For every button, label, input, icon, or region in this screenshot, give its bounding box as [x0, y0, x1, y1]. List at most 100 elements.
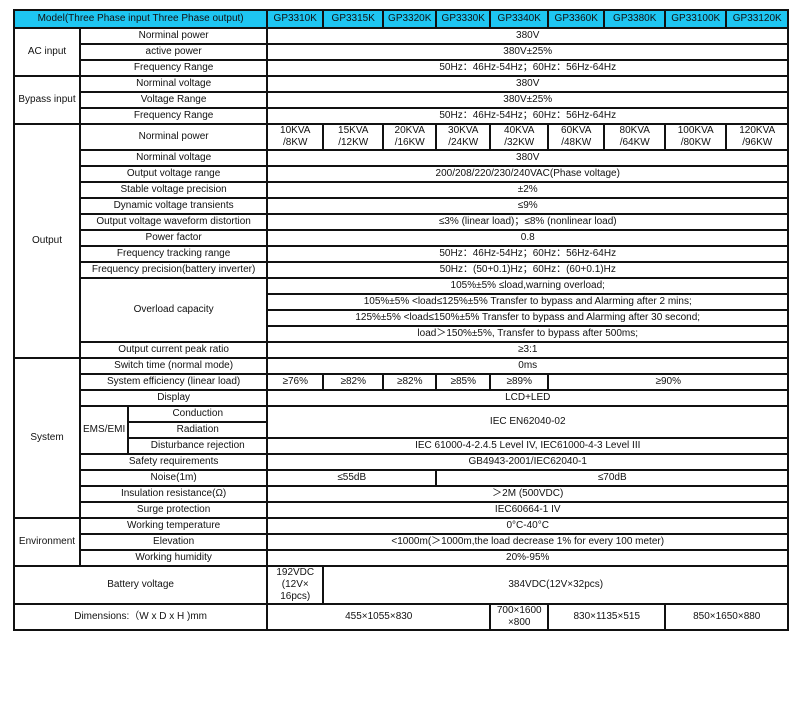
spec-value: ≥85% [435, 373, 492, 391]
spec-label: Dynamic voltage transients [78, 197, 269, 215]
spec-label: Noise(1m) [78, 469, 269, 487]
spec-label: Power factor [78, 229, 269, 247]
spec-label: Norminal voltage [78, 75, 269, 93]
model-column-header: GP3315K [322, 9, 385, 29]
spec-label: Output current peak ratio [78, 341, 269, 359]
table-row: Safety requirements GB4943-2001/IEC62040-… [14, 453, 790, 471]
spec-value: 200/208/220/230/240VAC(Phase voltage) [266, 165, 790, 183]
spec-label: 105%±5% <load≤125%±5% Transfer to bypass… [266, 293, 790, 311]
spec-value: 100KVA /80KW [664, 123, 728, 151]
spec-value: ≥3:1 [266, 341, 790, 359]
spec-value: 0ms [266, 357, 790, 375]
table-row: Voltage Range 380V±25% [14, 91, 790, 109]
section-label: System [13, 357, 81, 519]
table-row: System Switch time (normal mode) 0ms [13, 357, 790, 519]
model-column-header: GP3330K [435, 9, 492, 29]
table-row: 125%±5% <load≤150%±5% Transfer to bypass… [14, 309, 790, 327]
table-row: load＞150%±5%, Transfer to bypass after 5… [14, 325, 790, 343]
table-row: Frequency precision(battery inverter) 50H… [14, 261, 790, 279]
model-column-header: GP3310K [266, 9, 325, 29]
spec-value: IEC60664-1 IV [266, 501, 790, 519]
spec-label: Stable voltage precision [78, 181, 269, 199]
spec-value: 15KVA /12KW [322, 123, 385, 151]
spec-value: 455×1055×830 [266, 603, 492, 631]
spec-value: IEC EN62040-02 [266, 405, 790, 439]
spec-value: 105%±5% ≤load,warning overload; [266, 277, 790, 295]
table-row: Surge protection IEC60664-1 IV [14, 501, 790, 519]
table-row: Output current peak ratio ≥3:1 [14, 341, 790, 359]
table-row: Stable voltage precision ±2% [14, 181, 790, 199]
spec-label: Disturbance rejection [127, 437, 269, 455]
spec-label: Safety requirements [78, 453, 269, 471]
spec-value: ≤55dB [266, 469, 438, 487]
spec-label: Output voltage range [78, 165, 269, 183]
spec-value: ≥89% [489, 373, 550, 391]
spec-label: Working temperature [78, 517, 269, 535]
spec-value: ≥82% [322, 373, 385, 391]
table-row: EMS/EMI Conduction IEC EN62040-02 [14, 405, 790, 455]
header-row: Model(Three Phase input Three Phase outp… [12, 9, 790, 29]
spec-label: Radiation [127, 421, 269, 439]
table-row: Power factor 0.8 [14, 229, 790, 247]
spec-value: ≤9% [266, 197, 790, 215]
spec-value: 10KVA /8KW [266, 123, 325, 151]
spec-value: 50Hz：46Hz-54Hz；60Hz：56Hz-64Hz [266, 59, 790, 77]
spec-value: IEC 61000-4-2.4.5 Level IV, IEC61000-4-3… [266, 437, 790, 455]
spec-label: Output voltage waveform distortion [78, 213, 269, 231]
spec-value: 60KVA /48KW [547, 123, 606, 151]
spec-value: ≥82% [382, 373, 438, 391]
spec-label: load＞150%±5%, Transfer to bypass after 5… [266, 325, 790, 343]
section-label: AC input [13, 27, 81, 77]
table-row: active power 380V±25% [14, 43, 790, 61]
spec-label: Norminal power [78, 123, 269, 151]
spec-value: 0°C-40°C [266, 517, 790, 535]
spec-value: 20%-95% [266, 549, 790, 567]
table-row: Elevation <1000m(＞1000m,the load decrease… [14, 533, 790, 551]
spec-label: Insulation resistance(Ω) [78, 485, 269, 503]
table-row: Frequency Range 50Hz：46Hz-54Hz；60Hz：56Hz-… [14, 59, 790, 77]
spec-table: Model(Three Phase input Three Phase outp… [12, 9, 790, 631]
spec-label: EMS/EMI [78, 405, 130, 455]
spec-value: 380V±25% [266, 43, 790, 61]
spec-value: GB4943-2001/IEC62040-1 [266, 453, 790, 471]
section-label: Environment [13, 517, 81, 567]
spec-value: 0.8 [266, 229, 790, 247]
table-row: Overload capacity 105%±5% ≤load,warning o… [14, 277, 790, 343]
spec-label: Display [78, 389, 269, 407]
spec-value: 50Hz：(50+0.1)Hz；60Hz：(60+0.1)Hz [266, 261, 790, 279]
spec-label: Frequency tracking range [78, 245, 269, 263]
table-row: 105%±5% <load≤125%±5% Transfer to bypass… [14, 293, 790, 311]
model-column-header: GP33120K [725, 9, 790, 29]
spec-label: Frequency Range [78, 107, 269, 125]
spec-label: Norminal power [78, 27, 269, 45]
table-row: Dimensions:（W x D x H )mm 455×1055×830 700… [12, 603, 790, 631]
spec-value: 700×1600 ×800 [489, 603, 550, 631]
spec-label: Frequency Range [78, 59, 269, 77]
spec-value: 850×1650×880 [664, 603, 790, 631]
spec-label: Battery voltage [12, 565, 269, 605]
table-row: Frequency Range 50Hz：46Hz-54Hz；60Hz：56Hz-… [14, 107, 790, 125]
table-row: Dynamic voltage transients ≤9% [14, 197, 790, 215]
table-row: Frequency tracking range 50Hz：46Hz-54Hz；6… [14, 245, 790, 263]
spec-value: LCD+LED [266, 389, 790, 407]
section-label: Output [13, 123, 81, 359]
spec-value: 120KVA /96KW [725, 123, 790, 151]
spec-label: Dimensions:（W x D x H )mm [12, 603, 269, 631]
spec-value: ≥90% [547, 373, 790, 391]
spec-value: 380V [266, 27, 790, 45]
model-header: Model(Three Phase input Three Phase outp… [12, 9, 269, 29]
spec-value: 384VDC(12V×32pcs) [322, 565, 790, 605]
table-row: AC input Norminal power 380V [13, 27, 790, 77]
spec-label: Voltage Range [78, 91, 269, 109]
table-row: Insulation resistance(Ω) ＞2M (500VDC) [14, 485, 790, 503]
spec-value: ≤3% (linear load)；≤8% (nonlinear load) [266, 213, 790, 231]
table-row: System efficiency (linear load) ≥76% ≥82% ≥… [14, 373, 790, 391]
model-column-header: GP3380K [603, 9, 667, 29]
spec-value: 192VDC (12V× 16pcs) [266, 565, 325, 605]
table-row: Environment Working temperature 0°C-40°C [13, 517, 790, 567]
model-column-header: GP3360K [547, 9, 606, 29]
table-row: Norminal voltage 380V [14, 149, 790, 167]
table-row: Disturbance rejection IEC 61000-4-2.4.5 L… [14, 437, 790, 455]
spec-label: Surge protection [78, 501, 269, 519]
spec-value: 380V [266, 149, 790, 167]
